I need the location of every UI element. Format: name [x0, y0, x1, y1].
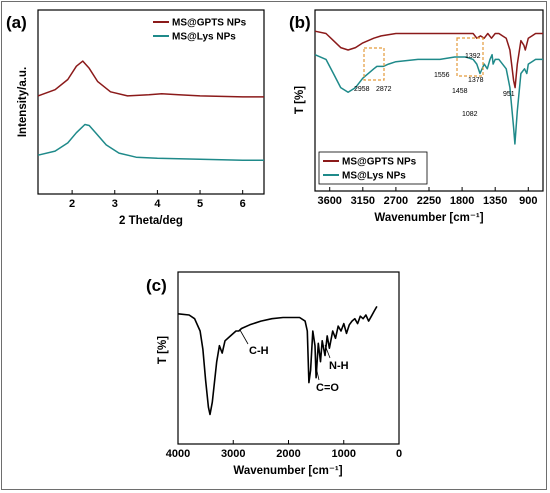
- panel-a-xlabel: 2 Theta/deg: [119, 215, 183, 227]
- xtick-label-c-3000: 3000: [221, 448, 245, 460]
- series-line-b-1: [314, 53, 543, 145]
- xtick-label-c-2000: 2000: [276, 448, 300, 460]
- ann-1458: 1458: [452, 88, 468, 95]
- legend-label-a-lys: MS@Lys NPs: [172, 32, 236, 43]
- xtick-label-c-0: 0: [396, 448, 402, 460]
- panel-a-series: [37, 60, 264, 162]
- xtick-label-a-6: 6: [240, 198, 246, 210]
- xtick-label-b-900: 900: [519, 195, 537, 207]
- series-line-c-0: [177, 306, 378, 416]
- xtick-label-c-4000: 4000: [166, 448, 190, 460]
- panel-c-xlabel: Wavenumber [cm⁻¹]: [233, 465, 342, 477]
- series-line-b-0: [314, 30, 543, 89]
- xtick-label-b-1350: 1350: [483, 195, 507, 207]
- ann-2958: 2958: [354, 86, 370, 93]
- panel-c-xticks: 4000 3000 2000 1000 0: [166, 440, 402, 460]
- xtick-label-b-3600: 3600: [317, 195, 341, 207]
- panel-b: (b) 3600 3150 2700 2250 1800 1350 900 2958 287…: [289, 9, 544, 224]
- panel-b-legend: MS@GPTS NPs MS@Lys NPs: [318, 151, 428, 185]
- ann-ch: C-H: [249, 345, 269, 357]
- panel-c-plot-area: [177, 271, 400, 445]
- panel-c-series: [177, 306, 378, 416]
- xtick-label-b-2250: 2250: [417, 195, 441, 207]
- legend-label-b-gpts: MS@GPTS NPs: [342, 157, 417, 168]
- panel-b-annotations: 2958 2872 1556 1392 1458 1378 951 1082: [354, 53, 515, 118]
- panel-b-label: (b): [289, 13, 311, 32]
- highlight-box-1400: [456, 37, 484, 77]
- xtick-label-b-2700: 2700: [384, 195, 408, 207]
- xtick-label-a-5: 5: [197, 198, 203, 210]
- legend-label-a-gpts: MS@GPTS NPs: [172, 18, 247, 29]
- ann-1378: 1378: [468, 77, 484, 84]
- xtick-label-a-2: 2: [69, 198, 75, 210]
- panel-b-legend-box: [318, 151, 428, 185]
- panel-c: (c) 4000 3000 2000 1000 0 C-H N-H C=O Wavenu…: [146, 271, 402, 477]
- series-line-a-1: [37, 123, 264, 162]
- xtick-label-c-1000: 1000: [332, 448, 356, 460]
- highlight-box-2900: [363, 47, 385, 81]
- panel-a-legend: MS@GPTS NPs MS@Lys NPs: [153, 18, 247, 43]
- xtick-label-a-3: 3: [112, 198, 118, 210]
- panel-a-ylabel: Intensity/a.u.: [17, 67, 29, 137]
- panel-b-xlabel: Wavenumber [cm⁻¹]: [374, 212, 483, 224]
- ann-2872: 2872: [376, 86, 392, 93]
- ann-1392: 1392: [465, 53, 481, 60]
- panel-a: (a) 2 3 4 5 6 MS@GPTS NPs MS@Lys NPs 2 Theta…: [6, 9, 265, 227]
- panel-a-plot-area: [37, 9, 265, 195]
- ann-1556: 1556: [434, 72, 450, 79]
- ann-co: C=O: [316, 382, 339, 394]
- legend-label-b-lys: MS@Lys NPs: [342, 171, 406, 182]
- panel-b-ylabel: T [%]: [294, 86, 306, 114]
- panel-a-xticks: 2 3 4 5 6: [69, 190, 246, 210]
- ann-nh: N-H: [329, 360, 349, 372]
- panel-c-annotations: C-H N-H C=O: [239, 329, 349, 394]
- ann-1082: 1082: [462, 111, 478, 118]
- panel-b-series: [314, 30, 543, 145]
- xtick-label-b-1800: 1800: [450, 195, 474, 207]
- ann-line-nh: [324, 344, 331, 359]
- ann-line-ch: [239, 329, 249, 345]
- ann-line-co: [315, 366, 320, 381]
- xtick-label-b-3150: 3150: [351, 195, 375, 207]
- series-line-a-0: [37, 60, 264, 98]
- panel-c-label: (c): [146, 276, 167, 295]
- panel-b-xticks: 3600 3150 2700 2250 1800 1350 900: [317, 187, 537, 207]
- panel-a-label: (a): [6, 13, 27, 32]
- xtick-label-a-4: 4: [154, 198, 161, 210]
- panel-c-ylabel: T [%]: [157, 336, 169, 364]
- ann-951: 951: [503, 91, 515, 98]
